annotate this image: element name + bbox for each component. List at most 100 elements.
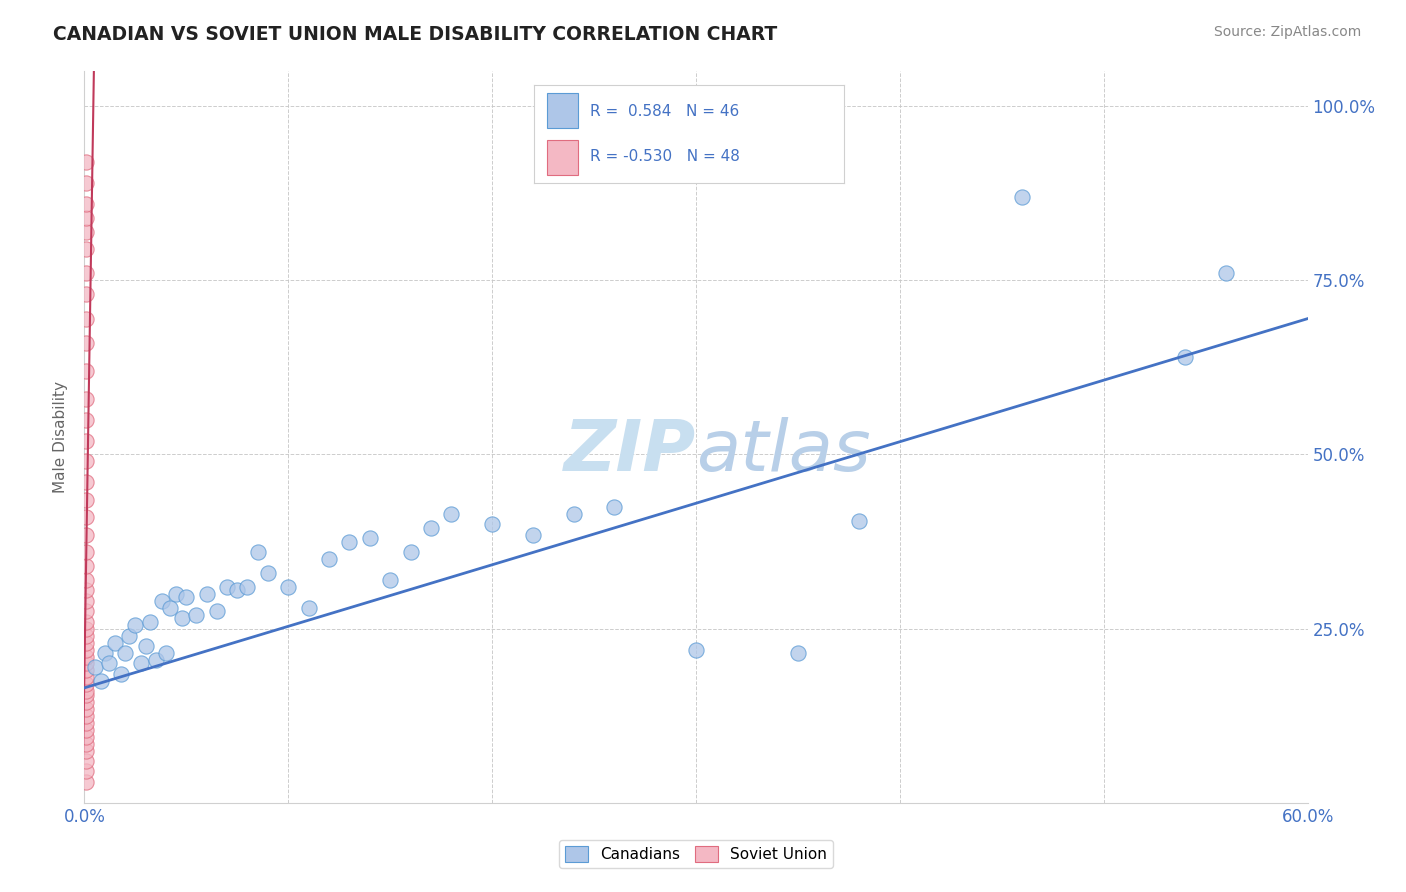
- Point: [685, 642, 707, 657]
- Point: [277, 580, 299, 594]
- Point: [93, 646, 115, 660]
- Point: [562, 507, 585, 521]
- Point: [174, 591, 197, 605]
- Point: [440, 507, 463, 521]
- Point: [159, 600, 181, 615]
- Point: [75, 629, 97, 643]
- Point: [205, 604, 228, 618]
- Point: [399, 545, 422, 559]
- Point: [75, 775, 97, 789]
- Point: [420, 521, 443, 535]
- Text: atlas: atlas: [696, 417, 870, 486]
- Point: [145, 653, 167, 667]
- Point: [359, 531, 381, 545]
- Point: [75, 615, 97, 629]
- Point: [75, 176, 97, 190]
- Point: [75, 196, 97, 211]
- Point: [481, 517, 503, 532]
- Point: [155, 646, 177, 660]
- Point: [75, 754, 97, 768]
- Point: [124, 618, 146, 632]
- Point: [75, 558, 97, 573]
- Point: [75, 723, 97, 737]
- Point: [75, 311, 97, 326]
- Point: [75, 492, 97, 507]
- Point: [236, 580, 259, 594]
- Point: [75, 642, 97, 657]
- Point: [75, 510, 97, 524]
- Point: [195, 587, 218, 601]
- Point: [1174, 350, 1197, 364]
- Point: [110, 667, 132, 681]
- Point: [75, 737, 97, 751]
- Point: [75, 764, 97, 779]
- Point: [75, 743, 97, 757]
- Point: [75, 412, 97, 426]
- Point: [75, 594, 97, 608]
- Point: [75, 211, 97, 225]
- Point: [75, 475, 97, 490]
- Point: [172, 611, 194, 625]
- Point: [75, 688, 97, 702]
- Point: [75, 336, 97, 351]
- Point: [75, 702, 97, 716]
- Point: [75, 708, 97, 723]
- Y-axis label: Male Disability: Male Disability: [53, 381, 69, 493]
- Point: [787, 646, 810, 660]
- Legend: Canadians, Soviet Union: Canadians, Soviet Union: [558, 840, 834, 868]
- Point: [339, 534, 361, 549]
- Point: [380, 573, 402, 587]
- Point: [75, 664, 97, 678]
- Point: [75, 670, 97, 684]
- Point: [226, 583, 249, 598]
- Point: [75, 266, 97, 280]
- Point: [97, 657, 120, 671]
- Point: [1215, 266, 1237, 280]
- Point: [104, 635, 127, 649]
- Point: [114, 646, 136, 660]
- Point: [138, 615, 160, 629]
- Point: [75, 454, 97, 468]
- Text: R =  0.584   N = 46: R = 0.584 N = 46: [591, 103, 740, 119]
- Point: [257, 566, 280, 580]
- Point: [75, 434, 97, 448]
- Text: R = -0.530   N = 48: R = -0.530 N = 48: [591, 149, 740, 164]
- Point: [848, 514, 870, 528]
- Point: [131, 657, 153, 671]
- Point: [186, 607, 208, 622]
- Point: [75, 635, 97, 649]
- Point: [150, 594, 173, 608]
- Point: [1011, 190, 1033, 204]
- Point: [75, 730, 97, 744]
- Point: [75, 684, 97, 698]
- Point: [246, 545, 269, 559]
- Point: [90, 673, 112, 688]
- Point: [75, 695, 97, 709]
- Text: CANADIAN VS SOVIET UNION MALE DISABILITY CORRELATION CHART: CANADIAN VS SOVIET UNION MALE DISABILITY…: [53, 25, 778, 44]
- Point: [75, 649, 97, 664]
- Point: [522, 527, 544, 541]
- Point: [75, 583, 97, 598]
- Text: Source: ZipAtlas.com: Source: ZipAtlas.com: [1213, 25, 1361, 39]
- Point: [75, 225, 97, 239]
- Point: [75, 622, 97, 636]
- Bar: [547, 140, 578, 175]
- Text: ZIP: ZIP: [564, 417, 696, 486]
- Point: [83, 660, 105, 674]
- Point: [603, 500, 626, 514]
- Bar: [547, 93, 578, 128]
- Point: [318, 552, 340, 566]
- Point: [135, 639, 157, 653]
- Point: [75, 287, 97, 301]
- Point: [75, 155, 97, 169]
- Point: [75, 677, 97, 691]
- Point: [75, 242, 97, 256]
- Point: [217, 580, 239, 594]
- Point: [75, 527, 97, 541]
- Point: [75, 573, 97, 587]
- Point: [75, 392, 97, 406]
- Point: [118, 629, 141, 643]
- Point: [75, 657, 97, 671]
- Point: [165, 587, 187, 601]
- Point: [75, 604, 97, 618]
